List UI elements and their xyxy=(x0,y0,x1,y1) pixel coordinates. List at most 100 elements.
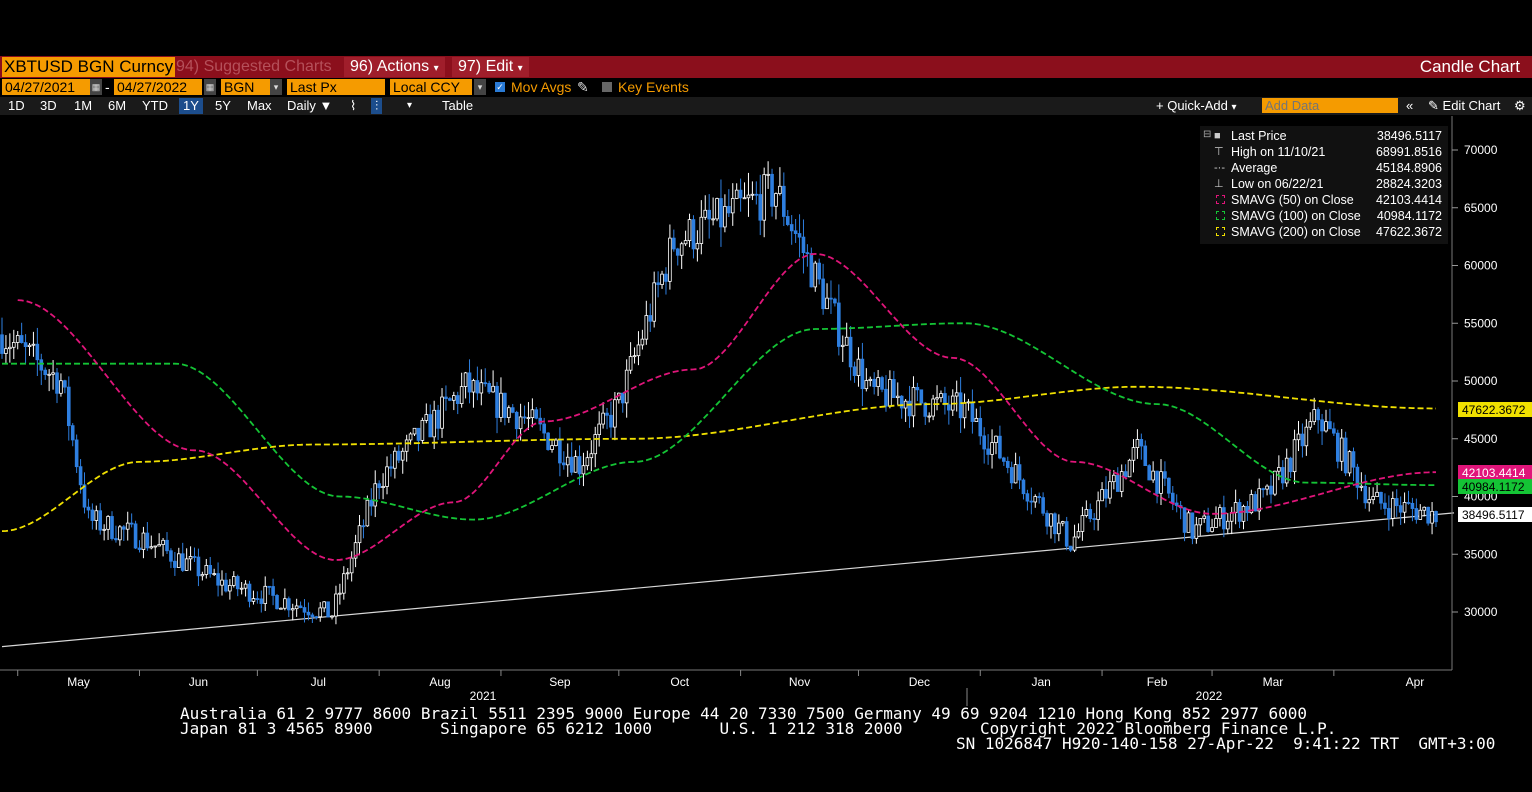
candle-body xyxy=(129,522,134,525)
candle-body xyxy=(1068,545,1073,551)
calendar-icon[interactable]: ▦ xyxy=(204,79,216,95)
candle-body xyxy=(1284,457,1289,484)
candle-body xyxy=(23,342,28,348)
price-label: 42103.4414 xyxy=(1462,466,1526,480)
candle-body xyxy=(389,466,393,469)
edit-button[interactable]: 97) Edit ▾ xyxy=(452,57,529,77)
candle-body xyxy=(255,598,260,600)
frequency-select[interactable]: Daily ▼ xyxy=(283,98,336,114)
candle-body xyxy=(0,334,4,354)
candle-body xyxy=(986,448,990,455)
candle-body xyxy=(90,509,95,521)
candle-body xyxy=(577,456,582,475)
legend-value: 28824.3203 xyxy=(1375,177,1442,191)
candle-body xyxy=(1402,502,1407,513)
candle-body xyxy=(565,456,570,466)
candle-body xyxy=(872,378,876,387)
candle-body xyxy=(939,393,943,399)
square-icon: ■ xyxy=(1214,130,1221,142)
field-select[interactable]: Last Px xyxy=(287,79,385,95)
candle-body xyxy=(719,198,723,228)
add-data-input[interactable] xyxy=(1262,98,1398,113)
end-date-field[interactable]: 04/27/2022 xyxy=(114,79,202,95)
chevron-down-icon[interactable]: ▾ xyxy=(474,79,486,95)
candle-body xyxy=(247,583,252,602)
suggested-charts-button[interactable]: 94) Suggested Charts xyxy=(176,58,332,75)
mov-avgs-label[interactable]: Mov Avgs xyxy=(511,79,572,95)
chevron-down-icon: ▾ xyxy=(1231,102,1237,113)
candle-body xyxy=(424,414,429,421)
candle-body xyxy=(342,573,346,594)
period-max[interactable]: Max xyxy=(247,98,272,113)
candle-body xyxy=(412,427,417,435)
candle-body xyxy=(1167,477,1171,494)
chevron-down-icon[interactable]: ▾ xyxy=(270,79,282,95)
candle-body xyxy=(251,598,256,602)
period-3d[interactable]: 3D xyxy=(40,98,57,113)
table-button[interactable]: Table xyxy=(442,98,474,113)
candle-body xyxy=(259,598,264,604)
start-date-field[interactable]: 04/27/2021 xyxy=(2,79,90,95)
quick-add-button[interactable]: + Quick-Add ▾ xyxy=(1152,98,1241,114)
tree-collapse-icon[interactable]: ⊟ xyxy=(1203,129,1212,140)
chevron-down-icon[interactable]: ▾ xyxy=(407,100,413,111)
currency-select[interactable]: Local CCY xyxy=(390,79,472,95)
actions-button[interactable]: 96) Actions ▾ xyxy=(344,57,445,77)
candle-body xyxy=(1115,474,1120,492)
key-events-label[interactable]: Key Events xyxy=(618,79,689,95)
period-5y[interactable]: 5Y xyxy=(215,98,231,113)
edit-chart-button[interactable]: ✎ Edit Chart xyxy=(1424,98,1504,114)
candle-body xyxy=(1214,518,1218,528)
candle-body xyxy=(727,206,731,214)
source-field[interactable]: BGN xyxy=(221,79,271,95)
line-chart-icon[interactable]: ⌇ xyxy=(350,98,357,113)
candle-chart-icon[interactable]: ⫶ xyxy=(371,98,383,114)
mov-avgs-checkbox[interactable]: ✓ xyxy=(495,82,505,92)
candle-body xyxy=(192,556,197,558)
ticker-field[interactable]: XBTUSD BGN Curncy xyxy=(2,57,176,77)
candle-body xyxy=(1147,465,1152,481)
key-events-checkbox[interactable] xyxy=(602,82,612,92)
candle-body xyxy=(683,240,688,245)
calendar-icon[interactable]: ▦ xyxy=(90,79,102,95)
candle-body xyxy=(118,526,122,541)
candle-body xyxy=(750,193,755,196)
candle-body xyxy=(1096,500,1100,520)
candle-body xyxy=(180,553,185,571)
period-6m[interactable]: 6M xyxy=(108,98,127,113)
candle-body xyxy=(1135,439,1140,448)
legend-name: High on 11/10/21 xyxy=(1231,145,1326,159)
candle-body xyxy=(279,607,283,610)
sma100-line xyxy=(2,322,1436,521)
candle-body xyxy=(1371,496,1375,501)
candle-body xyxy=(176,553,181,568)
candle-body xyxy=(275,595,279,610)
candle-body xyxy=(597,423,601,435)
candle-body xyxy=(1296,433,1301,441)
collapse-icon[interactable]: « xyxy=(1406,98,1414,113)
period-1d[interactable]: 1D xyxy=(8,98,25,113)
period-ytd[interactable]: YTD xyxy=(142,98,168,113)
candle-body xyxy=(110,516,114,539)
candle-body xyxy=(74,439,79,468)
candle-body xyxy=(821,278,825,310)
candle-body xyxy=(212,573,216,575)
candle-body xyxy=(636,344,641,357)
pencil-icon[interactable]: ✎ xyxy=(577,79,589,95)
candle-body xyxy=(70,425,75,441)
x-month-label: Apr xyxy=(1406,675,1425,689)
period-1y[interactable]: 1Y xyxy=(179,98,203,114)
y-tick-label: 65000 xyxy=(1464,201,1498,215)
candle-body xyxy=(609,414,613,428)
candle-body xyxy=(78,466,83,486)
candle-body xyxy=(432,409,436,438)
candle-body xyxy=(675,248,680,256)
sma50-line xyxy=(17,252,1436,561)
candle-body xyxy=(43,369,48,376)
period-1m[interactable]: 1M xyxy=(74,98,93,113)
price-label: 40984.1172 xyxy=(1462,480,1525,494)
candle-body xyxy=(479,382,484,394)
candle-body xyxy=(935,397,939,400)
gear-icon[interactable]: ⚙ xyxy=(1514,98,1526,113)
candle-body xyxy=(420,420,425,441)
